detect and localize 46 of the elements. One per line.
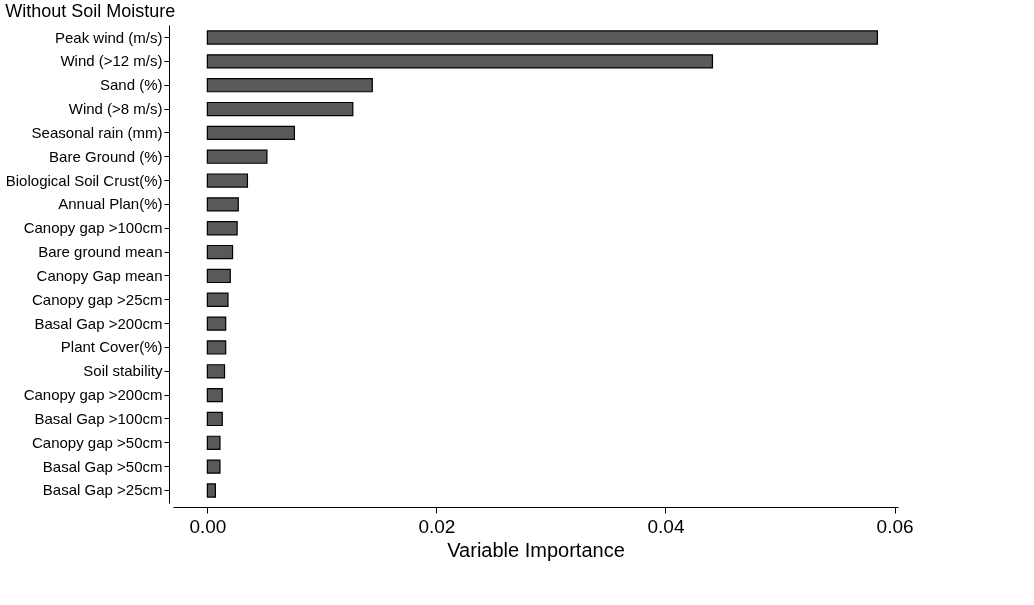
bar [206, 173, 249, 188]
y-tick-label: Plant Cover(%) [60, 338, 163, 356]
y-tick-label: Annual Plan(%) [58, 195, 163, 213]
y-tick-label: Canopy Gap mean [36, 266, 163, 284]
bar [206, 459, 221, 474]
y-tick-label: Wind (>8 m/s) [68, 100, 163, 118]
bar [206, 340, 227, 355]
x-tick-label: 0.00 [189, 515, 227, 537]
bar [206, 435, 221, 450]
y-tick-label: Biological Soil Crust(%) [5, 171, 163, 189]
bar [206, 364, 226, 379]
y-tick-label: Seasonal rain (mm) [31, 123, 163, 141]
y-tick-label: Canopy gap >50cm [31, 433, 163, 451]
y-tick-label: Soil stability [83, 362, 163, 380]
y-tick-label: Basal Gap >50cm [42, 457, 163, 475]
y-tick-label: Bare Ground (%) [49, 147, 163, 165]
y-tick-label: Sand (%) [99, 76, 163, 94]
bar [206, 197, 239, 212]
bar [206, 244, 234, 260]
bar [206, 316, 227, 331]
y-tick-label: Bare ground mean [38, 243, 163, 261]
bar [206, 292, 229, 307]
y-tick-label: Basal Gap >200cm [34, 314, 163, 332]
y-tick-label: Canopy gap >200cm [23, 386, 163, 404]
bar [206, 54, 714, 69]
x-axis-title: Variable Importance [447, 538, 625, 561]
y-tick-label: Peak wind (m/s) [54, 28, 163, 46]
x-tick-label: 0.02 [418, 515, 456, 537]
y-tick-label: Basal Gap >100cm [34, 409, 163, 427]
y-tick-label: Canopy gap >100cm [23, 219, 163, 237]
bar [206, 125, 296, 141]
x-tick-label: 0.04 [647, 515, 685, 537]
bar [206, 30, 878, 45]
bar [206, 411, 223, 427]
bar [206, 149, 268, 164]
x-tick-label: 0.06 [876, 515, 914, 537]
bar [206, 387, 223, 403]
bar [206, 78, 373, 93]
bar [206, 101, 354, 117]
y-tick-label: Wind (>12 m/s) [60, 52, 163, 70]
bar [206, 221, 238, 236]
y-tick-label: Canopy gap >25cm [31, 290, 163, 308]
y-tick-label: Basal Gap >25cm [42, 481, 163, 499]
bar [206, 483, 216, 498]
chart-title: Without Soil Moisture [5, 1, 176, 21]
bar [206, 268, 231, 284]
